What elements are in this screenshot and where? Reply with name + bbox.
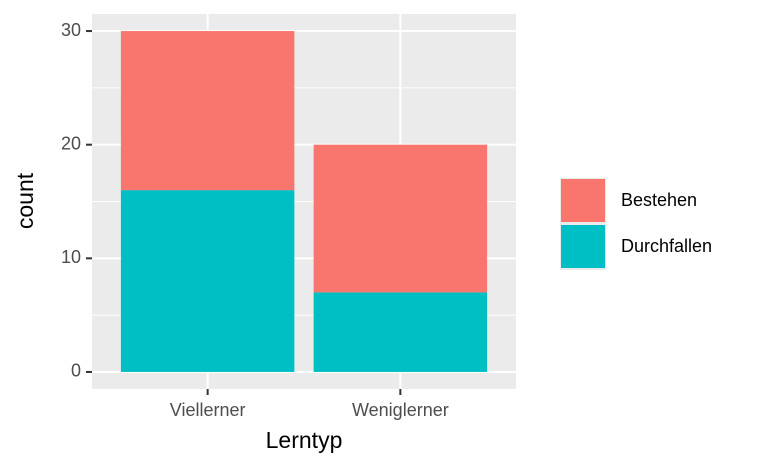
bar-segment (313, 292, 488, 372)
legend-label: Bestehen (621, 190, 697, 210)
y-axis-title: count (12, 172, 38, 229)
x-axis-title: Lerntyp (266, 427, 343, 453)
bar-segment (120, 190, 295, 372)
bar-segment (313, 144, 488, 293)
y-tick-label: 0 (71, 361, 81, 381)
x-tick-label: Weniglerner (352, 400, 449, 420)
y-tick-label: 20 (61, 133, 81, 153)
y-tick-label: 10 (61, 247, 81, 267)
legend-key (561, 225, 605, 268)
legend-label: Durchfallen (621, 236, 712, 256)
legend-key (561, 179, 605, 222)
bar-segment (120, 31, 295, 191)
y-tick-label: 30 (61, 20, 81, 40)
x-tick-label: Viellerner (170, 400, 246, 420)
